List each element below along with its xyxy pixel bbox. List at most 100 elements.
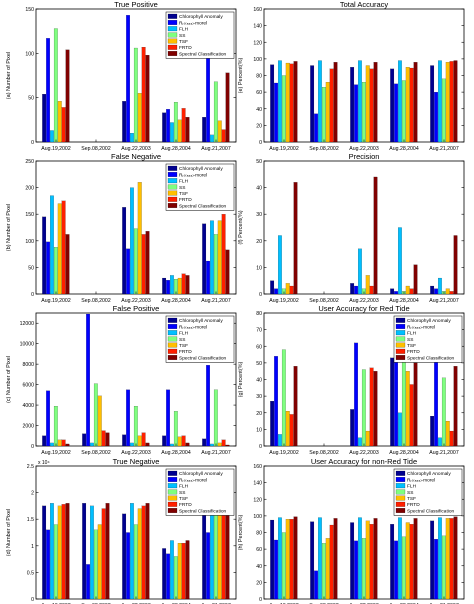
bar xyxy=(278,434,282,447)
bar xyxy=(213,508,218,600)
bar xyxy=(350,522,355,600)
y-tick-label: 2.5 xyxy=(27,464,34,470)
bar xyxy=(365,430,370,447)
legend-swatch xyxy=(167,172,178,177)
bar xyxy=(361,538,366,600)
bar xyxy=(310,65,315,143)
legend-label: Chlorophyll Anomaly xyxy=(407,318,451,324)
legend-swatch xyxy=(167,324,178,329)
y-axis-label: (c) Number of Pixel xyxy=(6,356,12,403)
legend-box xyxy=(165,11,235,59)
legend-label: Spectral Classification xyxy=(179,355,227,361)
bar xyxy=(122,513,127,600)
bar xyxy=(270,519,275,600)
legend-label: Rᵣₛ₍₅₅₅₎-morel xyxy=(179,20,207,26)
y-tick-label: 40 xyxy=(256,378,262,384)
x-tick-label: Aug.19,2002 xyxy=(269,146,299,152)
bar xyxy=(173,556,178,600)
bar xyxy=(50,442,54,447)
bar xyxy=(130,442,134,447)
legend-label: Chlorophyll Anomaly xyxy=(179,318,223,324)
x-tick-label: Aug.28,2004 xyxy=(161,298,191,304)
bar xyxy=(61,107,66,143)
legend-swatch xyxy=(167,20,178,25)
x-tick-label: Aug.21,2007 xyxy=(429,298,459,304)
legend-label: SS xyxy=(407,337,413,343)
bar xyxy=(185,117,190,143)
bar xyxy=(53,247,58,295)
bar xyxy=(318,60,322,143)
bar xyxy=(453,235,458,295)
x-tick-label: Sep.08,2002 xyxy=(309,298,339,304)
bar xyxy=(354,540,358,600)
bar xyxy=(398,227,402,295)
legend-label: TSF xyxy=(179,191,188,197)
legend-swatch xyxy=(167,501,178,507)
y-tick-label: 50 xyxy=(28,265,34,271)
bar xyxy=(86,564,90,600)
legend-swatch xyxy=(167,38,178,44)
bar xyxy=(405,67,410,143)
bar xyxy=(145,503,150,600)
bar xyxy=(57,203,62,295)
bar xyxy=(449,518,454,600)
bar xyxy=(130,187,134,295)
legend-swatch xyxy=(167,44,178,50)
y-tick-label: 0 xyxy=(259,292,262,298)
bar xyxy=(318,517,322,600)
bar xyxy=(289,519,294,600)
legend-label: Spectral Classification xyxy=(407,355,455,361)
legend-swatch xyxy=(167,477,178,482)
legend-swatch xyxy=(395,470,406,476)
bar xyxy=(409,524,414,600)
bar xyxy=(173,102,178,143)
y-tick-label: 6000 xyxy=(22,383,34,389)
panel-title: User Accuracy for Red Tide xyxy=(318,304,409,313)
bar xyxy=(369,68,374,143)
legend-label: Rᵣₛ₍₅₅₅₎-morel xyxy=(179,324,207,330)
panel-title: True Positive xyxy=(114,0,158,9)
bar xyxy=(358,437,362,447)
panel-title: True Negative xyxy=(113,457,160,466)
bar xyxy=(373,62,378,143)
bar xyxy=(365,520,370,600)
bar xyxy=(430,416,435,447)
bar xyxy=(405,522,410,600)
bar xyxy=(185,540,190,600)
bar xyxy=(281,349,286,447)
legend-box xyxy=(165,468,235,516)
bar xyxy=(202,223,207,295)
bar xyxy=(206,260,210,295)
bar xyxy=(293,182,298,295)
legend-swatch xyxy=(167,13,178,19)
y-axis-label: (f) Percent(%) xyxy=(238,210,244,244)
bar xyxy=(398,517,402,600)
bar xyxy=(141,505,146,600)
bar xyxy=(61,439,66,447)
bar xyxy=(278,235,282,295)
bar xyxy=(409,384,414,447)
bar xyxy=(126,15,130,143)
panel-7: True Negative 0 0.5 1 1.5 2 2.5 x 10⁴ (d) Number… xyxy=(6,457,237,604)
x-tick-label: Aug.28,2004 xyxy=(389,298,419,304)
bar xyxy=(202,438,207,447)
bar xyxy=(53,28,58,143)
bar xyxy=(162,277,167,295)
bar xyxy=(181,273,186,295)
legend-label: Spectral Classification xyxy=(179,51,227,57)
legend-label: Chlorophyll Anomaly xyxy=(179,471,223,477)
bar xyxy=(430,520,435,600)
legend-label: FRTD xyxy=(407,349,420,355)
bar xyxy=(369,524,374,600)
bar xyxy=(289,285,294,295)
legend-swatch xyxy=(167,508,178,513)
bar xyxy=(145,442,150,447)
panel-1: True Positive 0 50 100 150 (a) Number of Pixe… xyxy=(6,0,237,152)
y-tick-label: 30 xyxy=(256,212,262,218)
bar xyxy=(217,120,222,143)
legend-label: FLH xyxy=(179,27,189,33)
bar xyxy=(65,443,70,447)
bar xyxy=(141,432,146,447)
panel-4: Precision 0 10 20 30 40 50 (f) Percent(%) Aug.19… xyxy=(238,152,465,304)
y-tick-label: 20 xyxy=(256,239,262,245)
